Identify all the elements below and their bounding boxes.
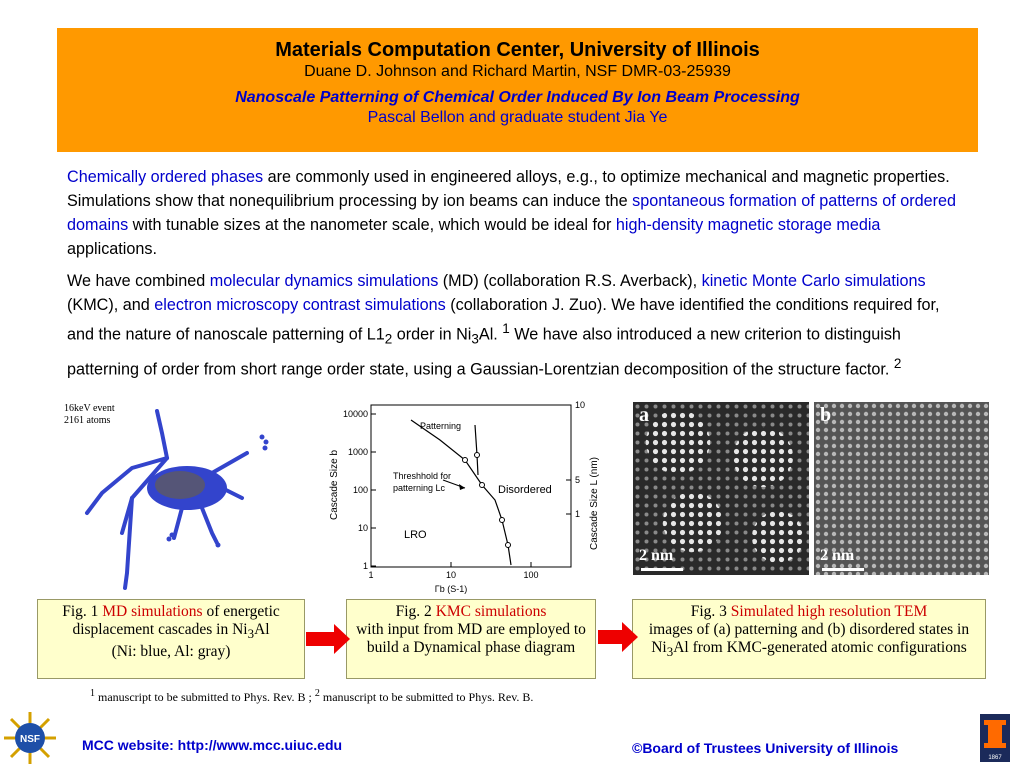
tem-pattern-a <box>633 402 809 575</box>
text: manuscript to be submitted to Phys. Rev.… <box>95 690 315 704</box>
caption-highlight: MD simulations <box>102 603 203 620</box>
text: of energetic displacement cascades in Ni <box>72 603 280 638</box>
atoms-label: 2161 atoms <box>64 415 111 426</box>
x-axis-label: Γb (S-1) <box>435 584 467 594</box>
subscript: 3 <box>666 644 674 660</box>
threshold-label: patterning Lc <box>393 483 446 493</box>
text: Fig. 3 <box>690 603 731 620</box>
superscript: 2 <box>893 355 902 371</box>
tem-image-a: a 2 nm <box>633 402 809 575</box>
xtick-label: 100 <box>523 570 538 580</box>
subscript: 3 <box>471 331 479 347</box>
scale-label-b: 2 nm <box>820 547 855 564</box>
text: manuscript to be submitted to Phys. Rev.… <box>319 690 534 704</box>
patterning-label: Patterning <box>420 421 461 431</box>
page-title: Materials Computation Center, University… <box>275 39 760 61</box>
copyright: ©Board of Trustees University of Illinoi… <box>632 740 899 756</box>
seal-year: 1867 <box>988 755 1002 761</box>
subscript: 3 <box>247 626 255 642</box>
text: (MD) (collaboration R.S. Averback), <box>438 272 702 290</box>
subscript: 2 <box>384 331 393 347</box>
text: are commonly used in engineered alloys, … <box>67 168 950 210</box>
fig1-caption: Fig. 1 MD simulations of energetic displ… <box>37 599 305 679</box>
tem-pattern-b <box>814 402 989 575</box>
rtick-label: 5 <box>575 475 580 485</box>
lro-label: LRO <box>404 529 427 541</box>
highlight: molecular dynamics simulations <box>209 272 439 290</box>
xtick-label: 1 <box>368 570 373 580</box>
phase-diagram-plot: 10000 1000 100 10 1 1 10 100 10 5 1 Patt… <box>329 400 600 594</box>
ytick-label: 10000 <box>343 409 368 419</box>
highlight: kinetic Monte Carlo simulations <box>701 272 926 290</box>
highlight: electron microscopy contrast simulations <box>154 296 446 314</box>
event-label: 16keV event <box>64 403 115 414</box>
rtick-label: 10 <box>575 400 585 410</box>
scale-bar-a <box>641 568 683 571</box>
fig2-caption: Fig. 2 KMC simulations with input from M… <box>346 599 596 679</box>
paragraph-1: Chemically ordered phases are commonly u… <box>67 165 967 261</box>
ytick-label: 10 <box>358 523 368 533</box>
authors-line: Duane D. Johnson and Richard Martin, NSF… <box>304 63 731 80</box>
illinois-seal-icon: 1867 <box>980 714 1010 762</box>
caption-highlight: KMC simulations <box>435 603 547 620</box>
text: We have combined <box>67 272 210 290</box>
xtick-label: 10 <box>446 570 456 580</box>
project-authors: Pascal Bellon and graduate student Jia Y… <box>367 109 668 126</box>
superscript: 2 <box>314 688 320 699</box>
text: (KMC), and <box>67 296 155 314</box>
panel-a-label: a <box>639 404 649 426</box>
ytick-label: 1 <box>363 561 368 571</box>
scale-bar-b <box>822 568 864 571</box>
tem-image-b: b 2 nm <box>814 402 989 575</box>
panel-b-label: b <box>820 404 832 426</box>
md-cascade-figure: 16keV event 2161 atoms <box>62 403 302 595</box>
highlight: spontaneous formation of patterns of ord… <box>67 192 957 234</box>
text: Al from KMC-generated atomic configurati… <box>673 639 967 656</box>
fig3-caption: Fig. 3 Simulated high resolution TEM ima… <box>632 599 986 679</box>
nsf-logo-icon: NSF <box>4 712 56 764</box>
y-axis-label-right: Cascade Size L (nm) <box>589 457 600 550</box>
nsf-logo-text: NSF <box>20 734 40 745</box>
body-text: Chemically ordered phases are commonly u… <box>67 165 967 389</box>
text: order in Ni <box>392 325 472 344</box>
footnote: 1 manuscript to be submitted to Phys. Re… <box>90 688 533 705</box>
project-title: Nanoscale Patterning of Chemical Order I… <box>235 89 800 106</box>
scale-label-a: 2 nm <box>639 547 674 564</box>
text: with tunable sizes at the nanometer scal… <box>128 216 616 234</box>
phase-diagram-figure: 10000 1000 100 10 1 1 10 100 10 5 1 Patt… <box>325 400 615 596</box>
y-axis-label-left: Cascade Size b <box>329 450 340 520</box>
superscript: 1 <box>90 688 95 699</box>
highlight: high-density magnetic storage media <box>615 216 881 234</box>
text: Al. <box>478 325 503 344</box>
text: with input from MD are employed to build… <box>356 621 586 656</box>
ytick-label: 1000 <box>348 447 368 457</box>
rtick-label: 1 <box>575 509 580 519</box>
website-link[interactable]: MCC website: http://www.mcc.uiuc.edu <box>82 737 343 753</box>
text: We have also introduced a new criterion … <box>67 325 901 379</box>
caption-highlight: Simulated high resolution TEM <box>730 603 928 620</box>
right-arrow-icon <box>598 622 638 652</box>
text: Fig. 1 <box>62 603 103 620</box>
text: Fig. 2 <box>395 603 436 620</box>
text: (collaboration J. Zuo). We have identifi… <box>67 296 940 344</box>
paragraph-2: We have combined molecular dynamics simu… <box>67 269 967 381</box>
superscript: 1 <box>502 321 510 336</box>
text: Al <box>254 621 270 638</box>
text: (Ni: blue, Al: gray) <box>111 643 231 661</box>
disordered-label: Disordered <box>498 484 552 496</box>
ytick-label: 100 <box>353 485 368 495</box>
threshold-label: Threshhold for <box>393 471 451 481</box>
text: applications. <box>67 240 157 258</box>
cascade-image <box>85 409 269 590</box>
highlight: Chemically ordered phases <box>67 168 264 186</box>
right-arrow-icon <box>306 624 350 654</box>
header-banner: Materials Computation Center, University… <box>57 28 978 152</box>
text: images of (a) patterning and (b) disorde… <box>648 621 970 656</box>
